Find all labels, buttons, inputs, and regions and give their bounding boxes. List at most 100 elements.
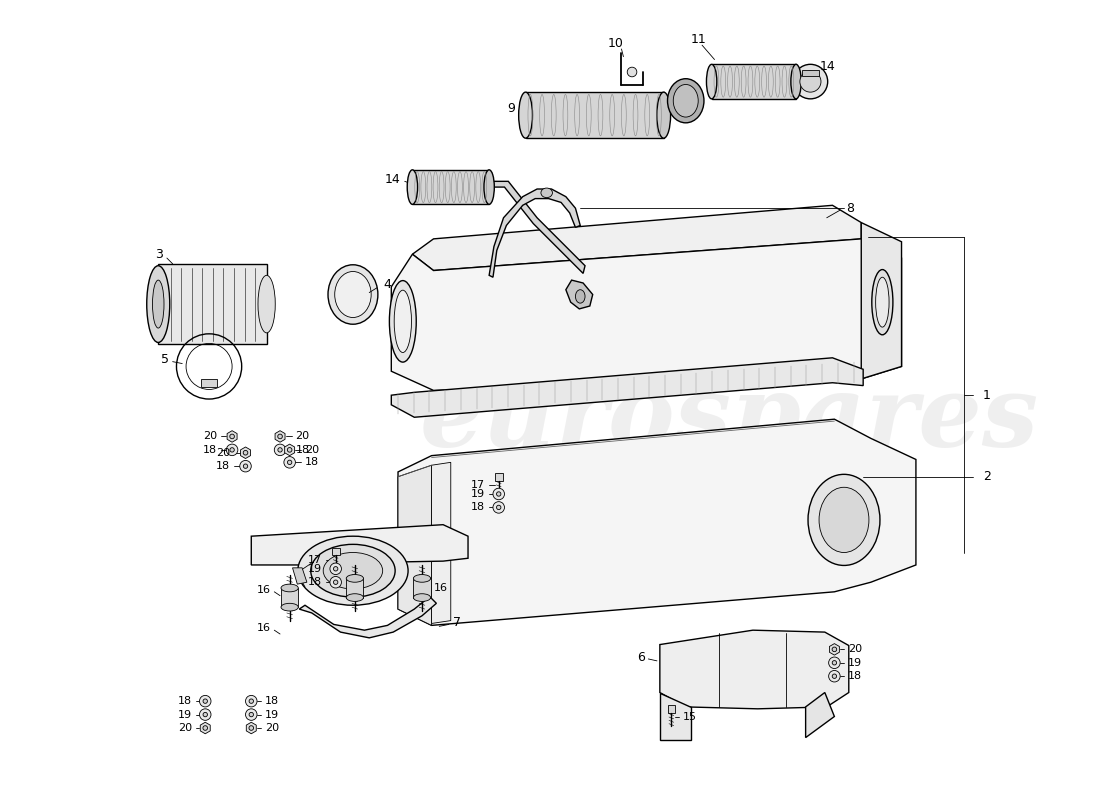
- Polygon shape: [412, 170, 490, 204]
- Ellipse shape: [258, 275, 275, 333]
- Text: 11: 11: [691, 33, 706, 46]
- Polygon shape: [200, 722, 210, 734]
- Circle shape: [493, 502, 505, 513]
- Ellipse shape: [414, 574, 430, 582]
- Polygon shape: [668, 705, 675, 713]
- Circle shape: [333, 580, 338, 585]
- Ellipse shape: [791, 64, 801, 99]
- Circle shape: [243, 464, 248, 468]
- Circle shape: [278, 448, 283, 452]
- Ellipse shape: [820, 487, 869, 553]
- Circle shape: [274, 444, 286, 456]
- Circle shape: [230, 434, 234, 438]
- Text: 17: 17: [308, 555, 322, 565]
- Text: 15: 15: [683, 713, 697, 722]
- Text: 18: 18: [265, 696, 278, 706]
- Circle shape: [330, 577, 341, 588]
- Text: 18: 18: [848, 671, 862, 682]
- Ellipse shape: [334, 271, 371, 318]
- Ellipse shape: [541, 188, 552, 198]
- Circle shape: [833, 674, 837, 678]
- Text: 1: 1: [983, 389, 991, 402]
- Text: 16: 16: [256, 623, 271, 634]
- Polygon shape: [280, 588, 298, 607]
- Polygon shape: [332, 548, 340, 555]
- Polygon shape: [565, 280, 593, 309]
- Ellipse shape: [389, 281, 416, 362]
- Polygon shape: [495, 473, 503, 481]
- Polygon shape: [660, 630, 849, 709]
- Ellipse shape: [346, 574, 363, 582]
- Polygon shape: [660, 693, 691, 741]
- Text: eurospares: eurospares: [419, 371, 1038, 467]
- Ellipse shape: [328, 265, 378, 324]
- Circle shape: [287, 460, 292, 465]
- Ellipse shape: [808, 474, 880, 566]
- Polygon shape: [285, 444, 295, 456]
- Text: 10: 10: [608, 37, 624, 50]
- Polygon shape: [346, 578, 363, 598]
- Circle shape: [496, 492, 500, 496]
- Text: 18: 18: [308, 578, 322, 587]
- Text: 20: 20: [178, 723, 191, 733]
- Text: 9: 9: [507, 102, 515, 115]
- Ellipse shape: [657, 92, 671, 138]
- Ellipse shape: [575, 290, 585, 303]
- Text: 18: 18: [305, 458, 319, 467]
- Polygon shape: [805, 693, 835, 738]
- Text: 20: 20: [216, 448, 230, 458]
- Polygon shape: [392, 358, 864, 418]
- Circle shape: [284, 457, 296, 468]
- Ellipse shape: [346, 594, 363, 602]
- Text: 20: 20: [265, 723, 278, 733]
- Text: 7: 7: [453, 616, 461, 629]
- Text: 19: 19: [308, 564, 322, 574]
- Ellipse shape: [298, 536, 408, 606]
- Circle shape: [204, 699, 208, 703]
- Ellipse shape: [668, 78, 704, 123]
- Text: 20: 20: [202, 431, 217, 442]
- Ellipse shape: [280, 584, 298, 592]
- Circle shape: [496, 506, 500, 510]
- Text: 16: 16: [433, 583, 448, 593]
- Polygon shape: [861, 222, 902, 379]
- Text: 8: 8: [846, 202, 854, 214]
- Ellipse shape: [519, 92, 532, 138]
- Text: 14: 14: [385, 173, 400, 186]
- Text: 18: 18: [216, 461, 230, 471]
- Text: 16: 16: [256, 585, 271, 595]
- Text: 5: 5: [161, 354, 168, 366]
- Circle shape: [202, 726, 208, 730]
- Polygon shape: [802, 70, 820, 76]
- Circle shape: [828, 670, 840, 682]
- Text: 17: 17: [471, 480, 485, 490]
- Ellipse shape: [876, 278, 889, 327]
- Text: 19: 19: [265, 710, 278, 719]
- Ellipse shape: [706, 64, 717, 99]
- Polygon shape: [398, 466, 431, 626]
- Polygon shape: [299, 597, 437, 638]
- Circle shape: [249, 712, 253, 717]
- Ellipse shape: [673, 85, 698, 117]
- Text: a passion for parts since 1985: a passion for parts since 1985: [492, 512, 890, 538]
- Circle shape: [627, 67, 637, 77]
- Ellipse shape: [280, 603, 298, 611]
- Polygon shape: [201, 379, 217, 386]
- Ellipse shape: [484, 170, 494, 204]
- Polygon shape: [431, 462, 451, 623]
- Text: 20: 20: [296, 431, 309, 442]
- Circle shape: [199, 709, 211, 720]
- Text: 20: 20: [848, 644, 862, 654]
- Ellipse shape: [310, 544, 395, 597]
- Circle shape: [230, 448, 234, 452]
- Polygon shape: [712, 64, 796, 99]
- Circle shape: [249, 726, 254, 730]
- Ellipse shape: [394, 290, 411, 353]
- Circle shape: [287, 447, 292, 452]
- Polygon shape: [490, 189, 580, 278]
- Polygon shape: [251, 525, 468, 565]
- Ellipse shape: [153, 280, 164, 328]
- Circle shape: [828, 657, 840, 669]
- Text: 20: 20: [305, 445, 319, 455]
- Ellipse shape: [146, 266, 169, 342]
